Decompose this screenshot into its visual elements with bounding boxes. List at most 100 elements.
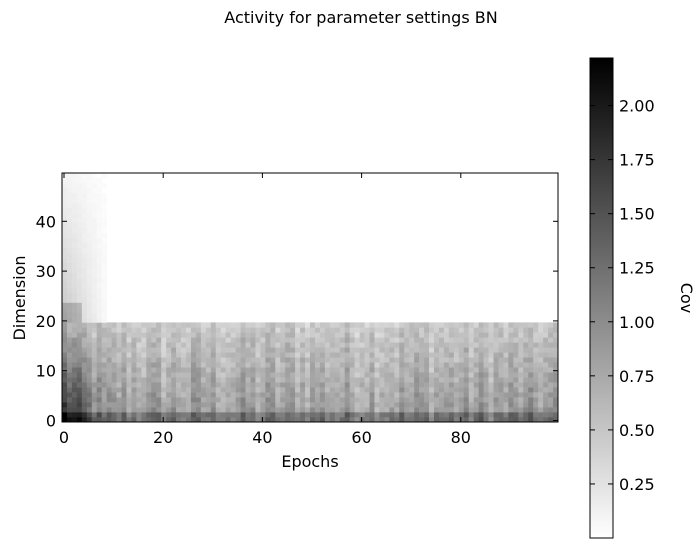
heatmap-cell (71, 377, 78, 383)
heatmap-cell (195, 332, 202, 338)
heatmap-cell (285, 397, 291, 403)
heatmap-cell (518, 417, 524, 423)
heatmap-cell (76, 247, 83, 253)
heatmap-cell (181, 347, 187, 353)
heatmap-cell (62, 392, 68, 398)
heatmap-cell (190, 412, 197, 418)
heatmap-cell (379, 367, 385, 373)
heatmap-cell (81, 222, 88, 229)
heatmap-cell (468, 407, 474, 413)
heatmap-cell (295, 327, 301, 333)
heatmap-cell (76, 397, 83, 403)
heatmap-cell (166, 402, 172, 408)
heatmap-cell (349, 322, 355, 328)
heatmap-cell (404, 332, 410, 338)
heatmap-cell (126, 327, 132, 333)
heatmap-cell (86, 262, 93, 268)
heatmap-cell (230, 417, 236, 423)
heatmap-cell (156, 327, 162, 333)
heatmap-cell (121, 347, 127, 353)
heatmap-cell (136, 382, 142, 388)
heatmap-cell (533, 357, 539, 363)
heatmap-cell (359, 387, 365, 393)
heatmap-cell (528, 372, 534, 378)
heatmap-cell (66, 222, 73, 229)
heatmap-cell (513, 367, 519, 373)
heatmap-cell (349, 412, 355, 418)
heatmap-cell (280, 327, 286, 333)
heatmap-cell (225, 337, 231, 343)
heatmap-cell (399, 372, 405, 378)
heatmap-cell (220, 342, 226, 348)
heatmap-cell (270, 322, 276, 328)
heatmap-cell (91, 232, 98, 239)
heatmap-cell (66, 367, 73, 373)
heatmap-cell (131, 322, 137, 328)
heatmap-cell (478, 352, 484, 358)
heatmap-cell (230, 322, 236, 328)
heatmap-cell (329, 357, 336, 363)
heatmap-cell (394, 387, 400, 393)
heatmap-cell (409, 342, 415, 348)
heatmap-cell (379, 337, 385, 343)
heatmap-cell (116, 377, 122, 383)
heatmap-cell (548, 327, 554, 333)
heatmap-cell (409, 392, 415, 398)
heatmap-cell (186, 327, 192, 333)
heatmap-cell (508, 387, 514, 393)
heatmap-cell (305, 337, 311, 343)
heatmap-cell (66, 237, 73, 244)
heatmap-cell (225, 327, 231, 333)
heatmap-cell (543, 337, 549, 343)
heatmap-cell (453, 387, 460, 393)
heatmap-cell (518, 362, 524, 368)
heatmap-cell (91, 173, 98, 179)
heatmap-cell (399, 362, 405, 368)
heatmap-cell (181, 327, 187, 333)
heatmap-cell (81, 307, 88, 313)
heatmap-cell (300, 392, 306, 398)
heatmap-cell (290, 377, 296, 383)
heatmap-cell (518, 387, 524, 393)
heatmap-cell (344, 342, 350, 348)
heatmap-cell (329, 327, 336, 333)
heatmap-cell (230, 367, 236, 373)
heatmap-cell (260, 322, 266, 328)
heatmap-cell (458, 322, 465, 328)
heatmap-cell (265, 382, 271, 388)
heatmap-cell (176, 352, 182, 358)
heatmap-cell (498, 342, 504, 348)
heatmap-cell (245, 347, 251, 353)
heatmap-cell (414, 412, 420, 418)
heatmap-cell (310, 392, 316, 398)
heatmap-cell (334, 342, 341, 348)
heatmap-cell (295, 392, 301, 398)
heatmap-cell (76, 382, 83, 388)
heatmap-cell (419, 342, 425, 348)
heatmap-cell (553, 412, 559, 418)
heatmap-cell (101, 362, 107, 368)
heatmap-cell (543, 357, 549, 363)
heatmap-cell (101, 252, 107, 258)
heatmap-cell (359, 377, 365, 383)
heatmap-cell (508, 377, 514, 383)
heatmap-cell (190, 392, 197, 398)
heatmap-cell (409, 327, 415, 333)
heatmap-cell (250, 337, 256, 343)
heatmap-cell (384, 342, 390, 348)
heatmap-cell (86, 342, 93, 348)
heatmap-cell (414, 357, 420, 363)
heatmap-cell (468, 342, 474, 348)
heatmap-cell (210, 347, 217, 353)
heatmap-cell (553, 402, 559, 408)
heatmap-cell (186, 337, 192, 343)
heatmap-cell (344, 332, 350, 338)
heatmap-cell (339, 357, 346, 363)
heatmap-cell (414, 337, 420, 343)
heatmap-cell (181, 332, 187, 338)
heatmap-cell (101, 227, 107, 234)
heatmap-cell (215, 347, 222, 353)
heatmap-cell (503, 367, 509, 373)
heatmap-cell (270, 357, 276, 363)
heatmap-cell (354, 362, 360, 368)
